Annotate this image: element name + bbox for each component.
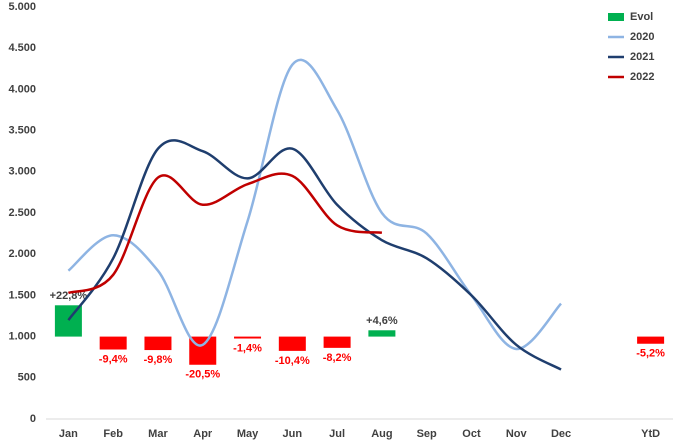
data-label: -9,8% — [144, 354, 173, 366]
y-tick-label: 2.000 — [8, 248, 36, 260]
data-label: -10,4% — [275, 355, 310, 367]
bar — [99, 336, 127, 350]
line — [67, 139, 562, 371]
bar — [234, 336, 262, 339]
legend-label: Evol — [630, 11, 653, 23]
y-tick-label: 4.000 — [8, 83, 36, 95]
legend-swatch — [608, 13, 624, 21]
x-tick-label: Aug — [371, 428, 392, 440]
x-tick-label: May — [237, 428, 259, 440]
x-tick-label: Oct — [462, 428, 481, 440]
y-tick-label: 4.500 — [8, 42, 36, 54]
data-label: -1,4% — [233, 342, 262, 354]
x-tick-label: Dec — [551, 428, 571, 440]
x-tick-label: Feb — [103, 428, 123, 440]
y-tick-label: 0 — [30, 413, 36, 425]
data-label: -8,2% — [323, 352, 352, 364]
data-label: -5,2% — [636, 348, 665, 360]
y-tick-label: 2.500 — [8, 207, 36, 219]
x-tick-label: Jul — [329, 428, 345, 440]
data-label: -20,5% — [185, 369, 220, 381]
data-label: +4,6% — [366, 315, 398, 327]
bar — [637, 336, 665, 344]
x-tick-label: Jan — [59, 428, 78, 440]
bar — [144, 336, 172, 351]
legend-label: 2022 — [630, 71, 654, 83]
x-tick-label: Nov — [506, 428, 528, 440]
y-tick-label: 1.000 — [8, 331, 36, 343]
y-tick-label: 3.500 — [8, 125, 36, 137]
y-tick-label: 5.000 — [8, 1, 36, 13]
legend-label: 2020 — [630, 31, 654, 43]
x-tick-label: Jun — [283, 428, 303, 440]
x-tick-label: YtD — [641, 428, 660, 440]
y-tick-label: 3.000 — [8, 166, 36, 178]
x-tick-label: Apr — [193, 428, 213, 440]
data-label: +22,8% — [50, 290, 88, 302]
bar — [278, 336, 306, 351]
bar — [323, 336, 351, 348]
x-tick-label: Sep — [417, 428, 437, 440]
legend-label: 2021 — [630, 51, 654, 63]
x-tick-label: Mar — [148, 428, 168, 440]
line — [67, 172, 383, 295]
bar — [368, 330, 396, 337]
y-tick-label: 1.500 — [8, 289, 36, 301]
y-tick-label: 500 — [18, 372, 36, 384]
data-label: -9,4% — [99, 353, 128, 365]
